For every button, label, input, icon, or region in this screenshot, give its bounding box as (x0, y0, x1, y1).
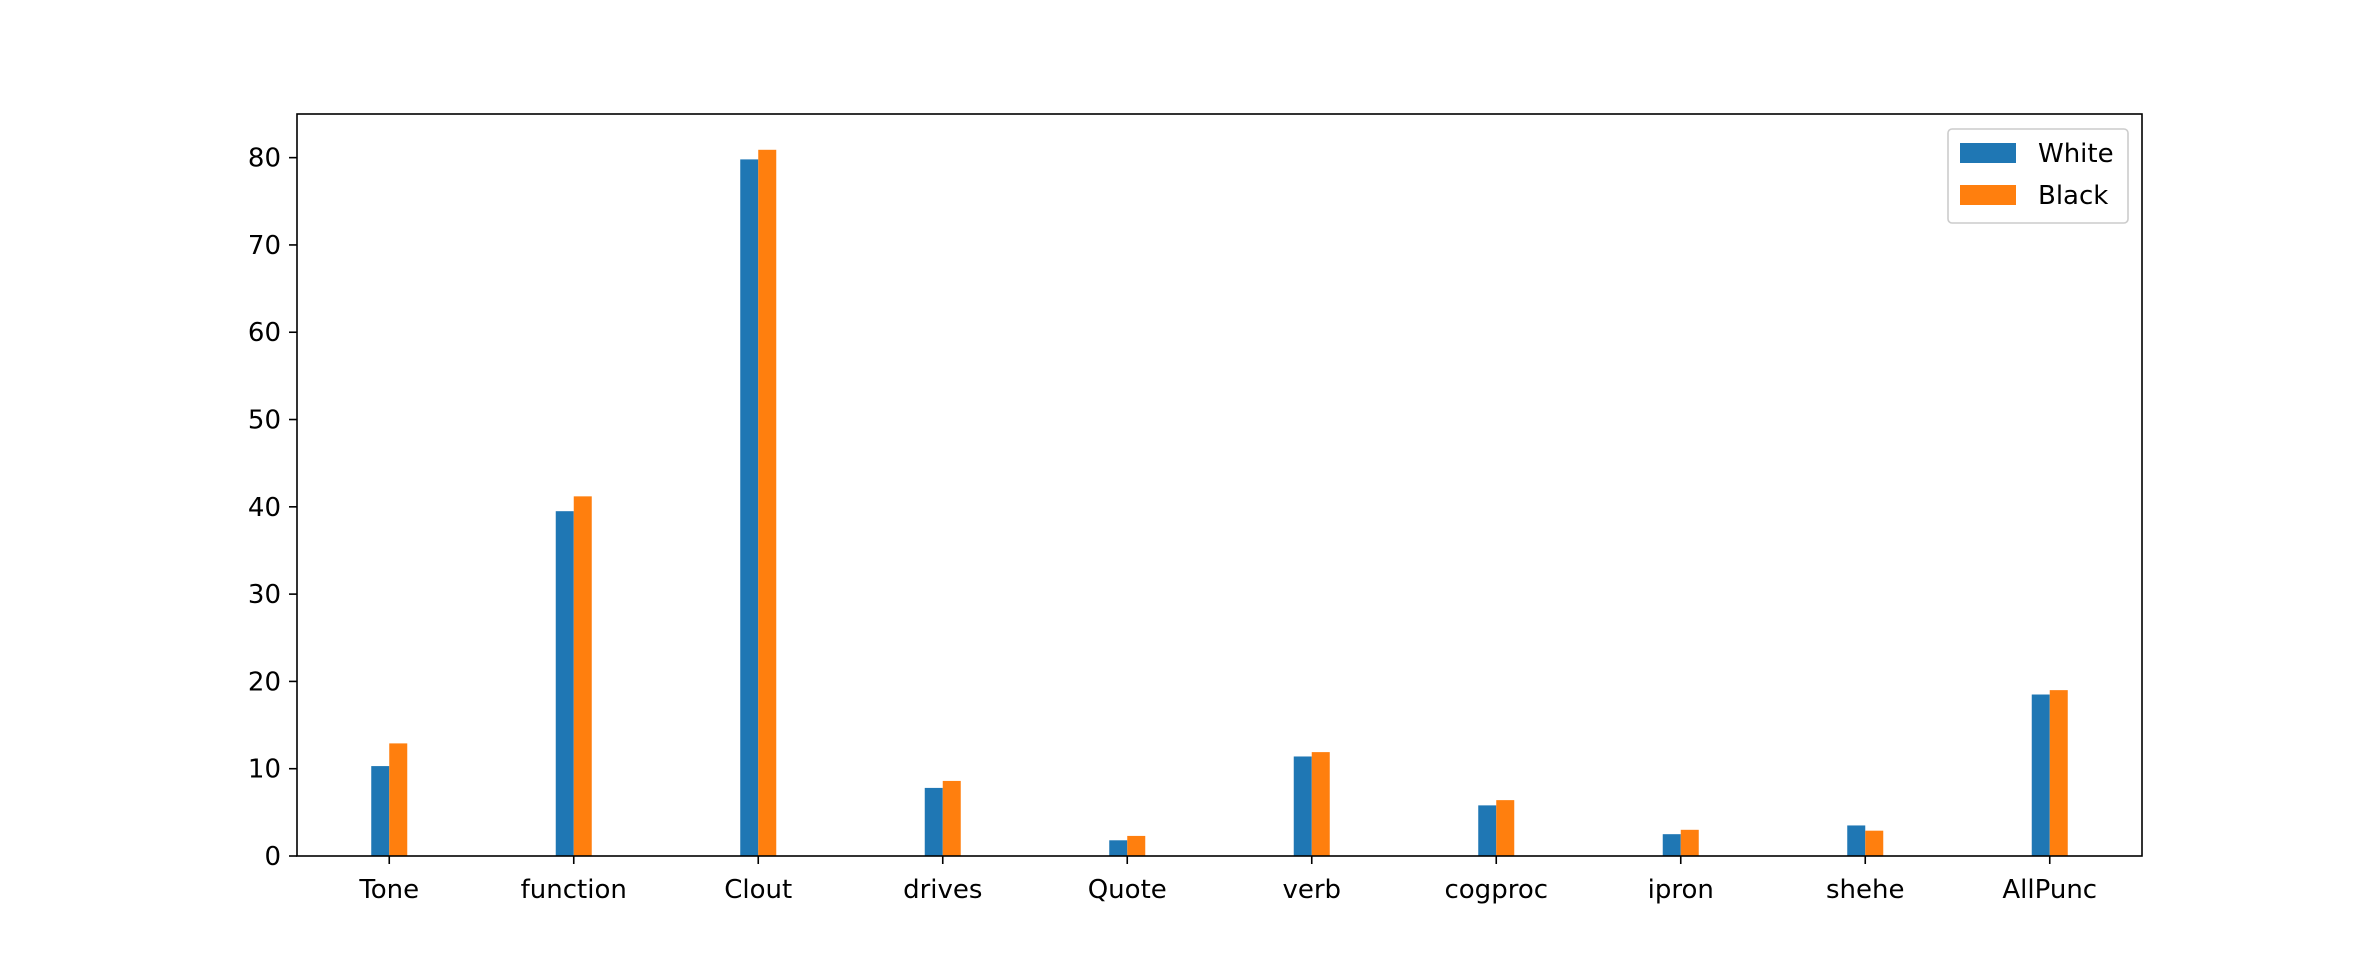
bar-black-cogproc (1496, 800, 1515, 856)
bar-black-tone (389, 743, 408, 856)
legend-swatch-black (1960, 185, 2016, 205)
bar-black-clout (758, 149, 777, 857)
x-tick-label-quote: Quote (1088, 875, 1167, 905)
bar-black-drives (942, 780, 961, 856)
bar-black-function (573, 496, 592, 856)
y-tick-label: 30 (248, 580, 281, 610)
bar-black-quote (1127, 835, 1146, 856)
y-tick-label: 70 (248, 231, 281, 261)
bar-white-function (555, 511, 574, 856)
y-tick-label: 20 (248, 667, 281, 697)
bar-white-tone (371, 766, 390, 856)
legend-label-black: Black (2038, 181, 2108, 211)
bar-white-ipron (1662, 834, 1681, 856)
y-tick-label: 60 (248, 318, 281, 348)
bar-black-verb (1311, 752, 1330, 856)
x-tick-label-drives: drives (903, 875, 982, 905)
legend: White Black (1947, 128, 2129, 224)
bar-white-quote (1109, 840, 1128, 856)
bar-black-ipron (1680, 829, 1699, 856)
bar-white-clout (740, 159, 759, 856)
axes-layer: 0 10 20 30 40 50 60 70 80 Tone function Clout drives… (248, 113, 2143, 905)
y-tick-label: 50 (248, 406, 281, 436)
bar-white-drives (924, 787, 943, 856)
bar-white-shehe (1847, 825, 1866, 856)
bar-black-shehe (1865, 830, 1884, 856)
x-tick-label-verb: verb (1282, 875, 1341, 905)
x-tick-label-tone: Tone (358, 875, 419, 905)
bar-white-cogproc (1478, 805, 1497, 856)
bar-black-allpunc (2049, 690, 2068, 856)
bar-white-allpunc (2031, 694, 2050, 856)
y-tick-label: 0 (264, 842, 281, 872)
x-tick-label-cogproc: cogproc (1444, 875, 1548, 905)
bar-white-verb (1293, 756, 1312, 856)
x-tick-label-ipron: ipron (1648, 875, 1714, 905)
x-tick-label-shehe: shehe (1826, 875, 1905, 905)
x-tick-label-clout: Clout (724, 875, 792, 905)
legend-label-white: White (2038, 139, 2114, 169)
x-tick-label-allpunc: AllPunc (2002, 875, 2097, 905)
plot-frame (296, 113, 2143, 857)
y-tick-label: 80 (248, 144, 281, 174)
legend-swatch-white (1960, 143, 2016, 163)
y-tick-label: 40 (248, 493, 281, 523)
y-tick-label: 10 (248, 755, 281, 785)
x-tick-label-function: function (521, 875, 627, 905)
bars-layer (371, 149, 2068, 857)
